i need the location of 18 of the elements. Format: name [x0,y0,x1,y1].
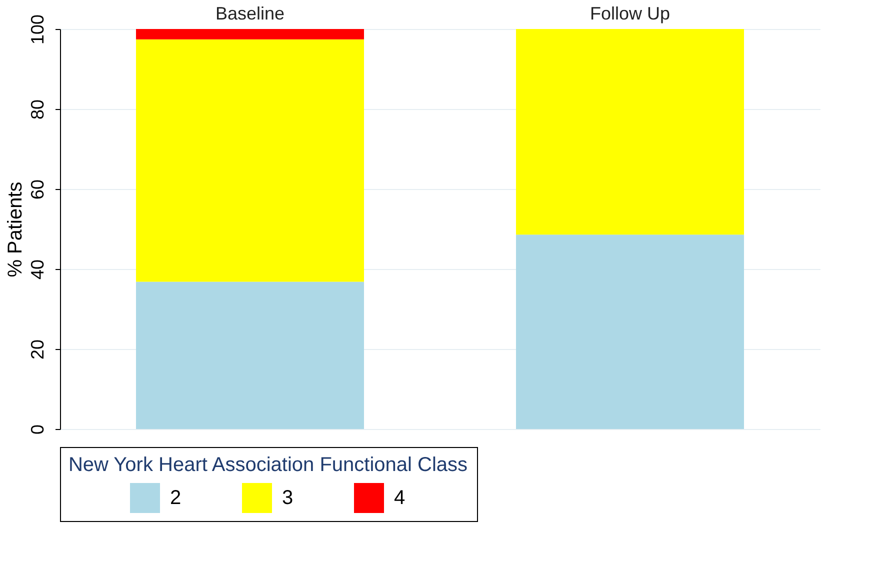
legend-label: 4 [394,487,406,509]
bar [516,29,744,235]
bar [136,29,364,40]
y-tick-label: 20 [28,339,48,360]
y-tick-label: 40 [28,259,48,280]
legend-label: 3 [282,487,294,509]
y-tick-label: 0 [28,424,48,435]
y-axis-title: % Patients [4,182,26,278]
legend-title: New York Heart Association Functional Class [68,454,468,476]
x-tick-label: Baseline [215,4,285,24]
y-tick-label: 80 [28,99,48,120]
bar [516,234,744,429]
x-tick-label: Follow Up [590,4,670,24]
bar [136,282,364,429]
bar [136,39,364,282]
y-tick-label: 60 [28,179,48,200]
y-tick-label: 100 [28,14,48,45]
legend-label: 2 [170,487,182,509]
